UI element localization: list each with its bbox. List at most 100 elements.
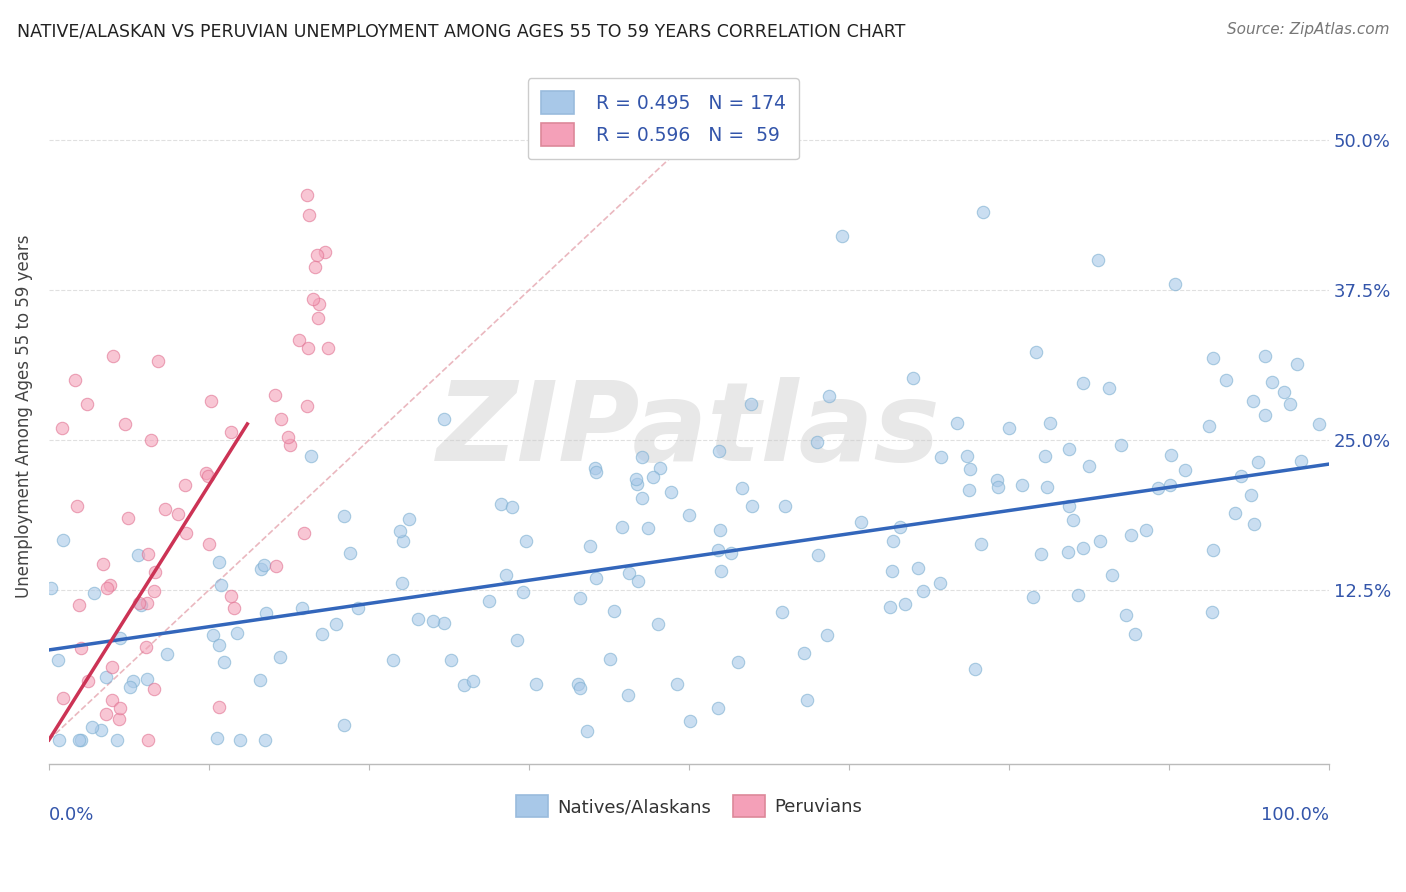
Point	[270, 411, 292, 425]
Point	[907, 561, 929, 575]
Point	[314, 245, 336, 260]
Point	[879, 599, 901, 614]
Point	[894, 597, 917, 611]
Point	[433, 615, 456, 630]
Point	[806, 435, 828, 450]
Point	[1021, 590, 1043, 604]
Point	[120, 681, 142, 695]
Point	[295, 399, 318, 413]
Point	[129, 598, 152, 612]
Point	[578, 539, 600, 553]
Point	[501, 500, 523, 514]
Point	[254, 732, 277, 747]
Point	[76, 397, 98, 411]
Point	[339, 546, 361, 560]
Point	[136, 596, 159, 610]
Point	[305, 247, 328, 261]
Point	[201, 628, 224, 642]
Point	[433, 412, 456, 426]
Point	[269, 649, 291, 664]
Point	[304, 260, 326, 274]
Point	[515, 533, 537, 548]
Point	[219, 425, 242, 439]
Point	[1098, 381, 1121, 395]
Point	[90, 723, 112, 737]
Point	[929, 450, 952, 464]
Point	[489, 497, 512, 511]
Point	[295, 187, 318, 202]
Point	[585, 571, 607, 585]
Point	[526, 676, 548, 690]
Point	[117, 511, 139, 525]
Point	[254, 607, 277, 621]
Point	[1123, 626, 1146, 640]
Point	[506, 633, 529, 648]
Point	[575, 724, 598, 739]
Point	[815, 628, 838, 642]
Point	[229, 732, 252, 747]
Point	[617, 566, 640, 581]
Point	[1057, 544, 1080, 558]
Point	[105, 732, 128, 747]
Point	[1201, 351, 1223, 366]
Point	[740, 397, 762, 411]
Point	[136, 732, 159, 747]
Point	[226, 626, 249, 640]
Point	[659, 484, 682, 499]
Point	[222, 601, 245, 615]
Point	[624, 472, 647, 486]
Point	[67, 598, 90, 612]
Point	[818, 389, 841, 403]
Text: 0.0%: 0.0%	[49, 805, 94, 823]
Point	[101, 693, 124, 707]
Point	[831, 229, 853, 244]
Point	[143, 565, 166, 579]
Point	[963, 662, 986, 676]
Point	[1160, 449, 1182, 463]
Point	[1240, 487, 1263, 501]
Point	[398, 512, 420, 526]
Point	[478, 593, 501, 607]
Text: NATIVE/ALASKAN VS PERUVIAN UNEMPLOYMENT AMONG AGES 55 TO 59 YEARS CORRELATION CH: NATIVE/ALASKAN VS PERUVIAN UNEMPLOYMENT …	[17, 22, 905, 40]
Point	[889, 520, 911, 534]
Point	[253, 558, 276, 572]
Point	[1119, 528, 1142, 542]
Point	[167, 508, 190, 522]
Point	[1279, 397, 1302, 411]
Point	[153, 502, 176, 516]
Point	[197, 469, 219, 483]
Point	[1254, 349, 1277, 363]
Point	[122, 673, 145, 688]
Point	[616, 688, 638, 702]
Point	[141, 433, 163, 447]
Point	[929, 576, 952, 591]
Point	[1115, 607, 1137, 622]
Point	[706, 542, 728, 557]
Point	[307, 311, 329, 326]
Point	[630, 450, 652, 464]
Point	[69, 641, 91, 656]
Point	[114, 417, 136, 431]
Point	[901, 371, 924, 385]
Point	[603, 604, 626, 618]
Point	[1036, 480, 1059, 494]
Point	[1011, 477, 1033, 491]
Point	[1289, 454, 1312, 468]
Point	[48, 732, 70, 747]
Point	[1088, 534, 1111, 549]
Point	[108, 712, 131, 726]
Point	[96, 706, 118, 721]
Point	[209, 578, 232, 592]
Point	[647, 616, 669, 631]
Point	[1198, 418, 1220, 433]
Point	[96, 670, 118, 684]
Point	[882, 534, 904, 549]
Point	[292, 525, 315, 540]
Point	[741, 499, 763, 513]
Point	[987, 480, 1010, 494]
Point	[707, 444, 730, 458]
Point	[301, 292, 323, 306]
Point	[440, 653, 463, 667]
Point	[1261, 375, 1284, 389]
Point	[388, 524, 411, 538]
